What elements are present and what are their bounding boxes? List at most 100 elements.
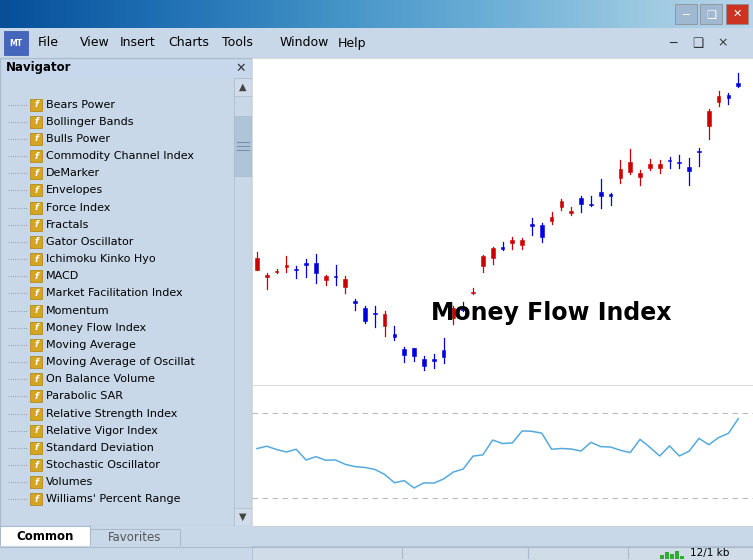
Bar: [700, 4, 722, 24]
Bar: [452, 309, 456, 319]
Bar: [569, 211, 573, 213]
Bar: [30, 305, 42, 316]
Text: Money Flow Index: Money Flow Index: [431, 301, 672, 325]
Bar: [30, 150, 42, 162]
Text: f: f: [34, 220, 38, 229]
Text: Relative Strength Index: Relative Strength Index: [46, 409, 178, 418]
Text: ❑: ❑: [692, 36, 703, 49]
Bar: [30, 339, 42, 351]
Bar: [30, 116, 42, 128]
Bar: [442, 349, 446, 357]
Text: Commodity Channel Index: Commodity Channel Index: [46, 151, 194, 161]
Bar: [462, 308, 465, 310]
Text: Help: Help: [338, 36, 367, 49]
Text: Parabolic SAR: Parabolic SAR: [46, 391, 123, 402]
Bar: [314, 263, 318, 273]
Bar: [30, 476, 42, 488]
Text: File: File: [38, 36, 59, 49]
Bar: [520, 240, 524, 245]
Bar: [363, 308, 367, 320]
Bar: [412, 348, 416, 357]
Text: f: f: [34, 152, 38, 161]
Text: View: View: [80, 36, 110, 49]
Text: Insert: Insert: [120, 36, 156, 49]
Bar: [432, 358, 435, 361]
Bar: [491, 248, 495, 258]
Bar: [628, 162, 632, 172]
Bar: [265, 276, 269, 277]
Bar: [678, 162, 681, 163]
Text: f: f: [34, 237, 38, 246]
Text: ─: ─: [669, 36, 677, 49]
Bar: [697, 151, 701, 152]
Bar: [30, 374, 42, 385]
Bar: [422, 359, 425, 366]
Bar: [275, 270, 279, 272]
Text: Navigator: Navigator: [6, 62, 72, 74]
Text: Charts: Charts: [168, 36, 209, 49]
Text: f: f: [34, 306, 38, 315]
Text: f: f: [34, 134, 38, 143]
Text: Ichimoku Kinko Hyo: Ichimoku Kinko Hyo: [46, 254, 156, 264]
Bar: [670, 554, 674, 559]
Bar: [373, 313, 376, 314]
Text: Bears Power: Bears Power: [46, 100, 115, 110]
Text: ▲: ▲: [239, 82, 247, 92]
Text: Moving Average: Moving Average: [46, 340, 136, 350]
Text: Common: Common: [17, 530, 74, 543]
Text: f: f: [34, 358, 38, 367]
Bar: [30, 408, 42, 419]
Text: Market Facilitation Index: Market Facilitation Index: [46, 288, 183, 298]
Text: f: f: [34, 478, 38, 487]
Text: ✕: ✕: [236, 62, 246, 74]
Bar: [707, 111, 711, 126]
Bar: [30, 253, 42, 265]
Text: Bollinger Bands: Bollinger Bands: [46, 116, 133, 127]
Text: f: f: [34, 117, 38, 126]
Bar: [599, 192, 602, 195]
Bar: [648, 164, 651, 168]
Bar: [559, 201, 563, 207]
Bar: [687, 166, 691, 171]
Text: f: f: [34, 203, 38, 212]
Bar: [234, 508, 252, 526]
Text: Money Flow Index: Money Flow Index: [46, 323, 146, 333]
Bar: [680, 556, 684, 559]
Text: f: f: [34, 426, 38, 435]
Bar: [353, 301, 357, 304]
Text: Envelopes: Envelopes: [46, 185, 103, 195]
Text: Williams' Percent Range: Williams' Percent Range: [46, 494, 181, 505]
Bar: [530, 225, 534, 226]
Text: f: f: [34, 100, 38, 109]
Bar: [608, 194, 612, 196]
Bar: [540, 225, 544, 237]
Bar: [402, 349, 406, 354]
Text: On Balance Volume: On Balance Volume: [46, 374, 155, 384]
Bar: [234, 78, 252, 526]
Text: Tools: Tools: [222, 36, 253, 49]
Text: ▼: ▼: [239, 512, 247, 522]
Text: f: f: [34, 460, 38, 470]
Bar: [30, 424, 42, 437]
Bar: [383, 314, 386, 326]
Text: MT: MT: [10, 39, 23, 48]
Text: Momentum: Momentum: [46, 306, 110, 316]
Text: Relative Vigor Index: Relative Vigor Index: [46, 426, 158, 436]
Bar: [511, 240, 514, 242]
Bar: [30, 184, 42, 197]
Bar: [30, 133, 42, 145]
Text: f: f: [34, 272, 38, 281]
Bar: [30, 287, 42, 300]
Bar: [30, 459, 42, 471]
Bar: [665, 552, 669, 559]
Bar: [30, 219, 42, 231]
Bar: [579, 198, 583, 204]
Bar: [658, 164, 662, 168]
Text: MACD: MACD: [46, 271, 79, 281]
Bar: [30, 442, 42, 454]
Bar: [255, 258, 259, 270]
Bar: [717, 96, 721, 102]
Bar: [501, 247, 505, 249]
Text: f: f: [34, 169, 38, 178]
Bar: [90, 529, 180, 546]
